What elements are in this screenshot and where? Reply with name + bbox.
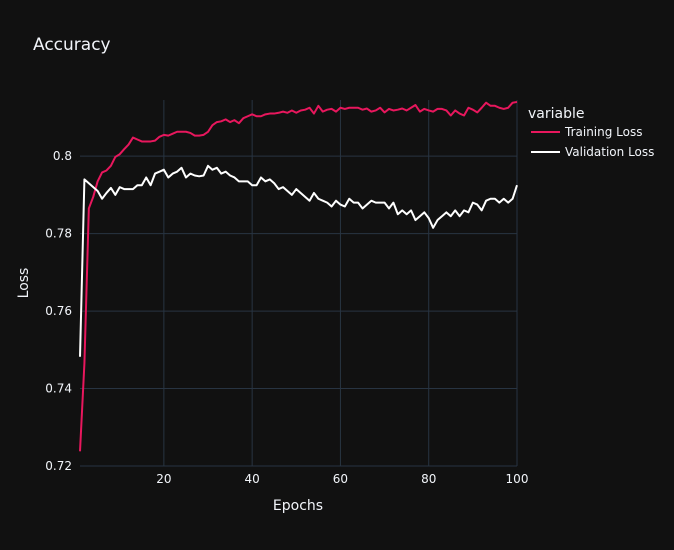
series-line-validation-loss[interactable] [79,164,518,357]
y-tick-label: 0.74 [45,382,72,396]
x-tick-label: 60 [333,472,348,486]
y-tick-label: 0.72 [45,459,72,473]
x-tick-label: 80 [421,472,436,486]
plot-area [80,100,517,466]
gridlines [80,100,518,467]
x-tick-label: 100 [506,472,529,486]
chart-title: Accuracy [33,35,111,55]
legend[interactable]: variable Training Loss Validation Loss [528,106,654,159]
y-tick-label: 0.8 [53,149,72,163]
y-axis-label: Loss [16,268,32,299]
y-tick-label: 0.76 [45,304,72,318]
legend-item-validation-loss[interactable]: Validation Loss [531,145,654,159]
x-tick-label: 40 [245,472,260,486]
legend-label-validation-loss: Validation Loss [565,145,654,159]
series-line-training-loss[interactable] [79,100,518,452]
x-tick-label: 20 [156,472,171,486]
series-layer [79,100,518,452]
tick-labels: 0.72 0.74 0.76 0.78 0.8 20 40 60 80 100 [45,149,528,486]
legend-label-training-loss: Training Loss [564,125,642,139]
legend-item-training-loss[interactable]: Training Loss [531,125,642,139]
legend-title: variable [528,106,584,122]
x-axis-label: Epochs [273,498,323,514]
y-tick-label: 0.78 [45,227,72,241]
